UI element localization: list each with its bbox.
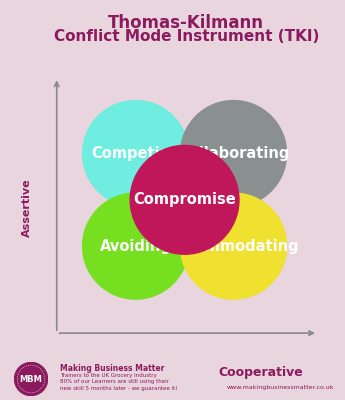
Text: MBM: MBM <box>20 374 42 384</box>
Circle shape <box>82 193 189 299</box>
Circle shape <box>82 100 189 207</box>
Text: www.makingbusinessmatter.co.uk: www.makingbusinessmatter.co.uk <box>227 385 335 390</box>
Circle shape <box>180 193 287 299</box>
Text: 80% of our Learners are still using their: 80% of our Learners are still using thei… <box>60 379 169 384</box>
Circle shape <box>14 362 48 396</box>
Circle shape <box>180 100 287 207</box>
Text: Making Business Matter: Making Business Matter <box>60 364 165 373</box>
Text: Competing: Competing <box>91 146 180 161</box>
Circle shape <box>130 146 239 254</box>
Text: Thomas-Kilmann: Thomas-Kilmann <box>108 14 264 32</box>
Text: Accommodating: Accommodating <box>167 238 300 254</box>
Text: Avoiding: Avoiding <box>100 238 171 254</box>
Text: new skill 5 months later - we guarantee it!: new skill 5 months later - we guarantee … <box>60 386 178 390</box>
Text: Cooperative: Cooperative <box>218 366 303 379</box>
Text: Conflict Mode Instrument (TKI): Conflict Mode Instrument (TKI) <box>53 29 319 44</box>
Text: Collaborating: Collaborating <box>178 146 289 161</box>
Text: Trainers to the UK Grocery Industry: Trainers to the UK Grocery Industry <box>60 373 157 378</box>
Text: Assertive: Assertive <box>22 179 32 237</box>
Text: Compromise: Compromise <box>133 192 236 207</box>
